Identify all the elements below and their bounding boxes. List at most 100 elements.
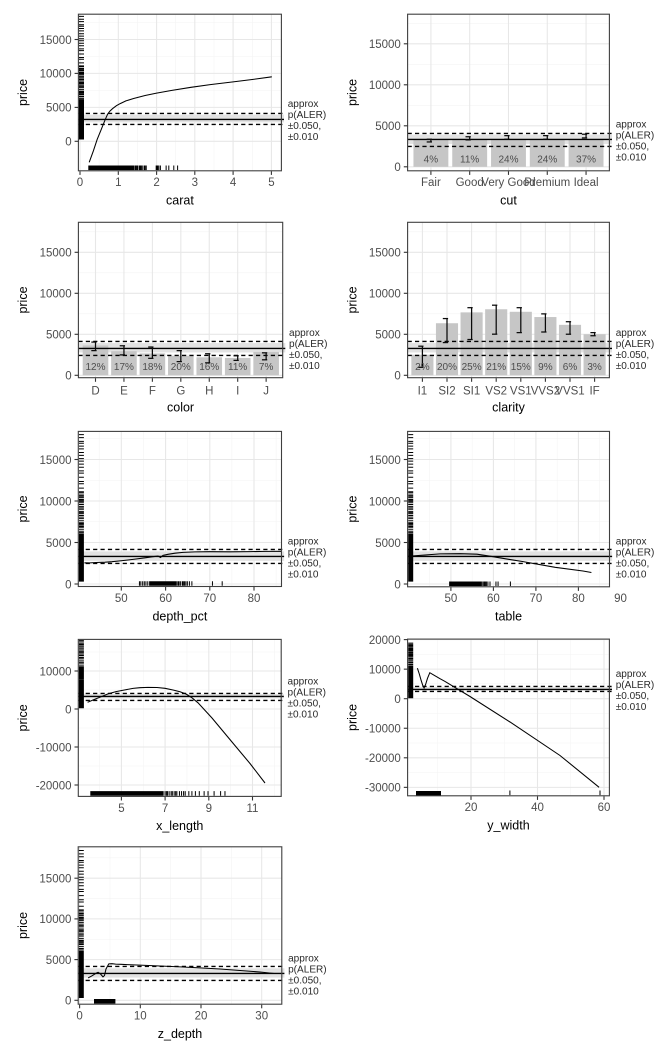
svg-text:60: 60 (159, 593, 172, 605)
svg-text:VS1: VS1 (510, 386, 532, 398)
svg-text:±0.010: ±0.010 (289, 361, 320, 372)
svg-text:price: price (16, 79, 30, 106)
svg-text:10000: 10000 (40, 69, 72, 81)
svg-text:price: price (16, 704, 30, 731)
svg-text:20%: 20% (437, 362, 457, 373)
svg-text:approx: approx (289, 328, 320, 339)
svg-text:±0.010: ±0.010 (288, 569, 319, 580)
svg-text:0: 0 (65, 996, 71, 1008)
svg-text:60: 60 (487, 593, 500, 605)
svg-text:30: 30 (255, 1011, 268, 1023)
svg-text:11%: 11% (228, 362, 247, 373)
svg-text:E: E (120, 386, 128, 398)
svg-text:10000: 10000 (369, 289, 401, 301)
svg-text:clarity: clarity (492, 401, 525, 415)
svg-text:price: price (345, 496, 359, 523)
svg-text:15%: 15% (511, 362, 531, 373)
svg-text:±0.050,: ±0.050, (616, 691, 649, 702)
svg-text:±0.050,: ±0.050, (288, 121, 321, 132)
svg-text:Ideal: Ideal (574, 177, 599, 189)
svg-text:4: 4 (230, 177, 237, 189)
svg-text:0: 0 (77, 177, 83, 189)
svg-text:Premium: Premium (524, 177, 570, 189)
svg-text:5: 5 (118, 803, 124, 815)
svg-text:15000: 15000 (40, 248, 72, 260)
svg-text:depth_pct: depth_pct (152, 609, 207, 623)
svg-text:D: D (91, 386, 99, 398)
svg-text:0: 0 (394, 371, 400, 383)
svg-text:approx: approx (288, 953, 319, 964)
svg-text:p(ALER): p(ALER) (616, 339, 655, 350)
svg-text:price: price (16, 286, 30, 313)
svg-text:I: I (236, 386, 239, 398)
svg-text:carat: carat (166, 194, 194, 208)
svg-text:J: J (263, 386, 269, 398)
svg-text:50: 50 (445, 593, 458, 605)
svg-text:24%: 24% (498, 154, 518, 165)
svg-text:-10000: -10000 (36, 742, 72, 754)
svg-text:15000: 15000 (369, 248, 401, 260)
svg-text:15000: 15000 (369, 39, 401, 51)
svg-text:0: 0 (394, 579, 400, 591)
svg-text:±0.010: ±0.010 (616, 702, 647, 713)
svg-text:15000: 15000 (39, 874, 71, 886)
svg-text:±0.050,: ±0.050, (616, 350, 649, 361)
svg-text:I1: I1 (418, 386, 428, 398)
svg-text:approx: approx (616, 536, 647, 547)
svg-text:5000: 5000 (46, 538, 72, 550)
svg-text:7: 7 (162, 803, 168, 815)
svg-text:±0.010: ±0.010 (616, 361, 647, 372)
svg-text:±0.010: ±0.010 (288, 710, 319, 721)
svg-text:±0.050,: ±0.050, (616, 558, 649, 569)
svg-text:G: G (176, 386, 185, 398)
svg-text:12%: 12% (85, 362, 105, 373)
svg-text:p(ALER): p(ALER) (288, 964, 327, 975)
svg-text:70: 70 (530, 593, 543, 605)
svg-text:-20000: -20000 (365, 753, 401, 765)
svg-text:price: price (16, 495, 30, 522)
svg-text:price: price (16, 912, 30, 939)
svg-text:15000: 15000 (40, 35, 72, 47)
svg-text:0: 0 (394, 694, 400, 706)
svg-text:SI2: SI2 (438, 386, 455, 398)
svg-text:5000: 5000 (46, 330, 72, 342)
svg-text:6%: 6% (563, 362, 578, 373)
svg-text:p(ALER): p(ALER) (616, 680, 655, 691)
svg-text:11%: 11% (460, 154, 479, 165)
svg-text:±0.050,: ±0.050, (288, 699, 321, 710)
svg-text:-20000: -20000 (36, 780, 72, 792)
svg-text:IF: IF (589, 386, 599, 398)
svg-text:±0.010: ±0.010 (616, 153, 647, 164)
svg-text:H: H (205, 386, 213, 398)
svg-text:10000: 10000 (40, 496, 72, 508)
svg-text:±0.010: ±0.010 (288, 986, 319, 997)
svg-text:table: table (495, 610, 522, 624)
svg-text:15000: 15000 (369, 455, 401, 467)
svg-text:70: 70 (203, 593, 216, 605)
svg-text:±0.050,: ±0.050, (289, 350, 322, 361)
svg-text:x_length: x_length (156, 819, 203, 833)
svg-text:20000: 20000 (369, 635, 401, 647)
svg-text:11: 11 (247, 803, 259, 815)
svg-text:3%: 3% (587, 362, 602, 373)
svg-text:37%: 37% (576, 154, 596, 165)
svg-text:10000: 10000 (40, 666, 72, 678)
svg-text:18%: 18% (142, 362, 162, 373)
svg-text:80: 80 (248, 593, 261, 605)
svg-text:price: price (345, 79, 359, 106)
svg-text:p(ALER): p(ALER) (288, 547, 327, 558)
svg-text:approx: approx (616, 328, 647, 339)
svg-text:approx: approx (288, 536, 319, 547)
svg-text:20: 20 (465, 802, 478, 814)
svg-text:4%: 4% (424, 154, 439, 165)
svg-text:z_depth: z_depth (158, 1027, 203, 1041)
svg-text:p(ALER): p(ALER) (288, 110, 327, 121)
svg-text:approx: approx (288, 99, 319, 110)
svg-text:0: 0 (394, 162, 400, 174)
svg-text:-10000: -10000 (365, 724, 401, 736)
svg-text:VVS2: VVS2 (531, 386, 560, 398)
svg-text:Fair: Fair (421, 177, 441, 189)
svg-text:0: 0 (65, 579, 71, 591)
svg-text:15000: 15000 (40, 455, 72, 467)
svg-text:60: 60 (598, 802, 611, 814)
